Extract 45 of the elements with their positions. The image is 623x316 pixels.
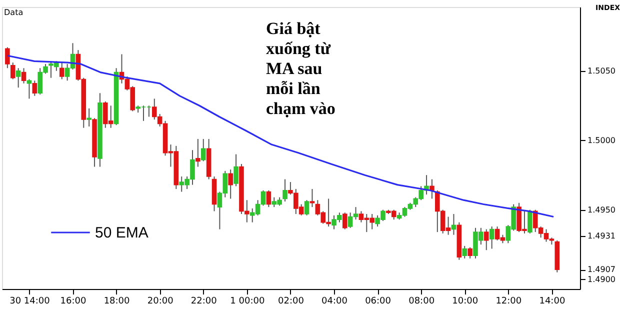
y-tick-label: 1.5000 [588,136,616,145]
legend-label: 50 EMA [95,224,148,242]
candlestick [462,245,468,259]
candlestick [342,212,348,230]
candlestick [528,209,532,234]
annotation: Data [4,8,24,17]
candlestick [21,68,26,84]
candlestick [86,108,92,127]
candlestick [266,190,272,208]
candlestick [200,138,206,162]
y-tick-label: 1.4950 [588,205,616,214]
x-tick-label: 30 14:00 [10,296,50,306]
x-tick-label: 08:00 [408,296,435,306]
x-tick-label: 16:00 [60,296,86,306]
annotation: Giá bật xuống từ MA sau mỗi lần chạm vào [266,19,336,118]
candlestick [196,138,200,168]
y-tick-label: 1.5050 [588,66,616,76]
candlestick [5,46,10,69]
candlestick [282,178,288,202]
x-tick-label: 06:00 [365,296,392,306]
candlestick [10,62,16,80]
candlestick [228,169,233,200]
y-tick-label: 1.4931 [588,232,616,241]
x-tick-label: 14:00 [539,296,566,306]
x-tick-label: 12:00 [496,296,522,306]
x-tick-label: 10:00 [452,296,478,306]
candlestick [26,78,32,100]
x-tick-label: 18:00 [104,296,130,306]
y-tick-label: 1.4907 [588,265,616,274]
candlestick [484,228,489,251]
x-tick-label: 1 00:00 [230,296,265,306]
candlestick [32,80,38,96]
x-tick-label: 22:00 [190,296,218,306]
candlestick [304,200,310,216]
x-tick-label: 04:00 [322,296,348,306]
candlestick [489,226,494,250]
x-tick-label: 20:00 [147,296,174,306]
y-tick-label: 1.4900 [588,274,616,284]
candlestick [234,154,238,187]
candlestick [451,213,456,236]
candlestick [59,62,64,80]
x-tick-label: 02:00 [278,296,304,306]
candlestick [468,246,472,259]
candlestick [310,188,315,208]
candlestick [16,68,21,88]
